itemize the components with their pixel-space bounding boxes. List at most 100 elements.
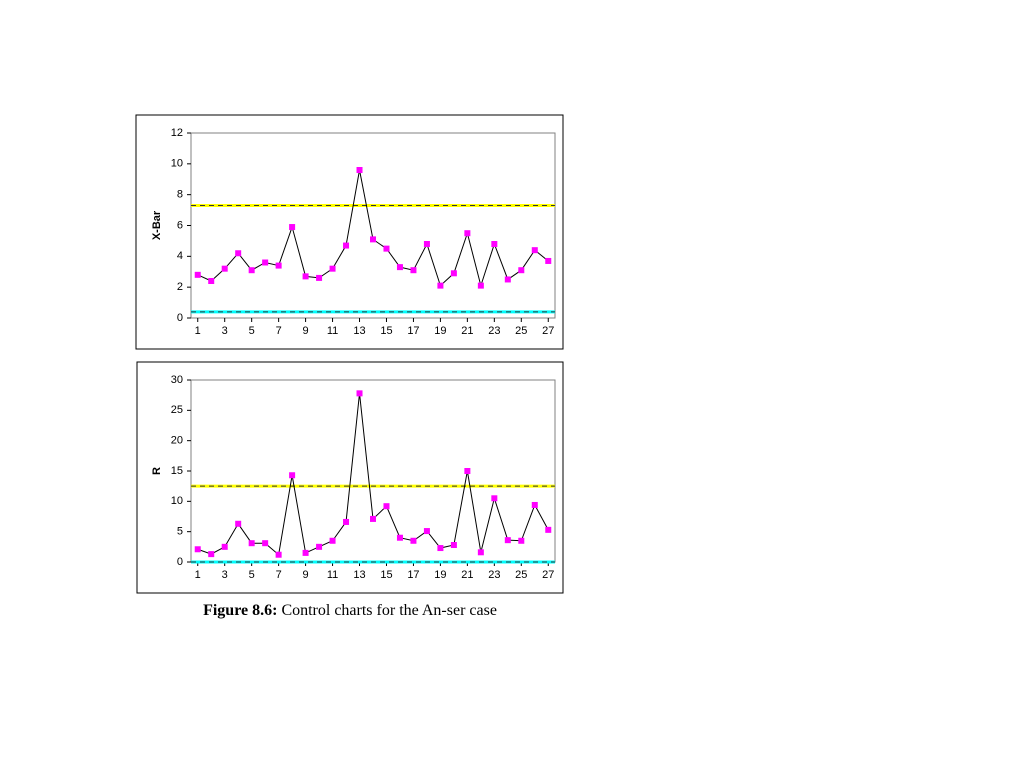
data-point (343, 242, 350, 249)
x-tick-label: 19 (434, 325, 446, 337)
data-point (235, 520, 242, 527)
x-tick-label: 25 (515, 569, 527, 581)
y-tick-label: 25 (171, 404, 183, 416)
data-point (383, 245, 390, 252)
y-axis-label: R (151, 467, 163, 475)
x-tick-label: 27 (542, 569, 554, 581)
data-point (316, 274, 323, 281)
data-point (423, 241, 430, 247)
x-tick-label: 13 (353, 569, 365, 581)
x-tick-label: 1 (195, 325, 201, 337)
data-point (491, 241, 498, 247)
x-tick-label: 21 (461, 325, 473, 337)
x-tick-label: 5 (249, 325, 255, 337)
x-tick-label: 1 (195, 569, 201, 581)
data-point (248, 267, 255, 274)
x-tick-label: 21 (461, 569, 473, 581)
data-point (221, 543, 228, 550)
data-point (262, 540, 269, 547)
caption-text: Control charts for the An-ser case (281, 602, 497, 619)
y-tick-label: 5 (177, 526, 183, 538)
data-point (343, 518, 350, 525)
data-point (262, 259, 269, 266)
data-point (208, 551, 215, 558)
x-tick-label: 9 (303, 569, 309, 581)
data-point (289, 472, 296, 479)
plot-area (190, 132, 556, 319)
y-tick-label: 30 (171, 374, 183, 386)
y-tick-label: 4 (177, 250, 183, 262)
x-tick-label: 15 (380, 325, 392, 337)
plot-area (190, 379, 556, 563)
x-tick-label: 13 (353, 325, 365, 337)
x-tick-label: 17 (407, 569, 419, 581)
data-point (450, 270, 457, 277)
data-point (396, 264, 403, 271)
data-point (545, 526, 552, 533)
x-tick-label: 11 (327, 325, 338, 337)
data-point (531, 501, 538, 508)
data-point (329, 537, 336, 544)
data-point (356, 390, 363, 397)
y-tick-label: 10 (171, 495, 183, 507)
y-tick-label: 2 (177, 281, 183, 293)
y-tick-label: 0 (177, 312, 183, 324)
data-point (477, 282, 484, 289)
data-point (464, 230, 471, 237)
y-tick-label: 12 (171, 127, 183, 139)
x-tick-label: 19 (434, 569, 446, 581)
data-point (356, 167, 363, 173)
data-point (370, 236, 376, 243)
y-tick-label: 15 (171, 465, 183, 477)
x-tick-label: 3 (222, 569, 228, 581)
data-point (545, 257, 552, 264)
x-tick-label: 7 (276, 325, 282, 337)
x-tick-label: 11 (327, 569, 338, 581)
x-tick-label: 7 (276, 569, 282, 581)
data-point (275, 262, 282, 269)
caption: Figure 8.6: Control charts for the An-se… (136, 602, 564, 620)
x-tick-label: 5 (249, 569, 255, 581)
data-point (464, 468, 471, 474)
data-point (194, 546, 201, 553)
data-point (208, 278, 215, 284)
data-point (275, 551, 282, 558)
data-point (383, 503, 390, 510)
data-point (329, 265, 336, 272)
data-point (396, 534, 403, 541)
data-point (316, 543, 323, 550)
caption-label: Figure 8.6: (203, 602, 278, 619)
data-point (302, 549, 309, 556)
data-point (491, 495, 498, 502)
y-tick-label: 0 (177, 556, 183, 568)
data-point (504, 537, 511, 544)
data-point (518, 537, 525, 544)
x-tick-label: 15 (380, 569, 392, 581)
data-point (450, 542, 457, 549)
data-point (437, 545, 444, 552)
x-tick-label: 23 (488, 569, 500, 581)
x-tick-label: 25 (515, 325, 527, 337)
data-point (410, 267, 417, 274)
data-point (235, 250, 242, 257)
data-point (194, 271, 201, 278)
data-point (504, 276, 511, 283)
y-tick-label: 8 (177, 189, 183, 201)
data-point (477, 549, 484, 556)
data-point (248, 540, 255, 547)
data-point (221, 265, 228, 272)
data-point (289, 224, 296, 231)
x-tick-label: 3 (222, 325, 228, 337)
x-tick-label: 27 (542, 325, 554, 337)
y-tick-label: 6 (177, 219, 183, 231)
y-tick-label: 20 (171, 435, 183, 447)
y-tick-label: 10 (171, 158, 183, 170)
data-point (370, 515, 376, 522)
data-point (410, 537, 417, 544)
x-tick-label: 23 (488, 325, 500, 337)
y-axis-label: X-Bar (151, 210, 163, 240)
data-point (518, 267, 525, 274)
data-point (423, 528, 430, 535)
